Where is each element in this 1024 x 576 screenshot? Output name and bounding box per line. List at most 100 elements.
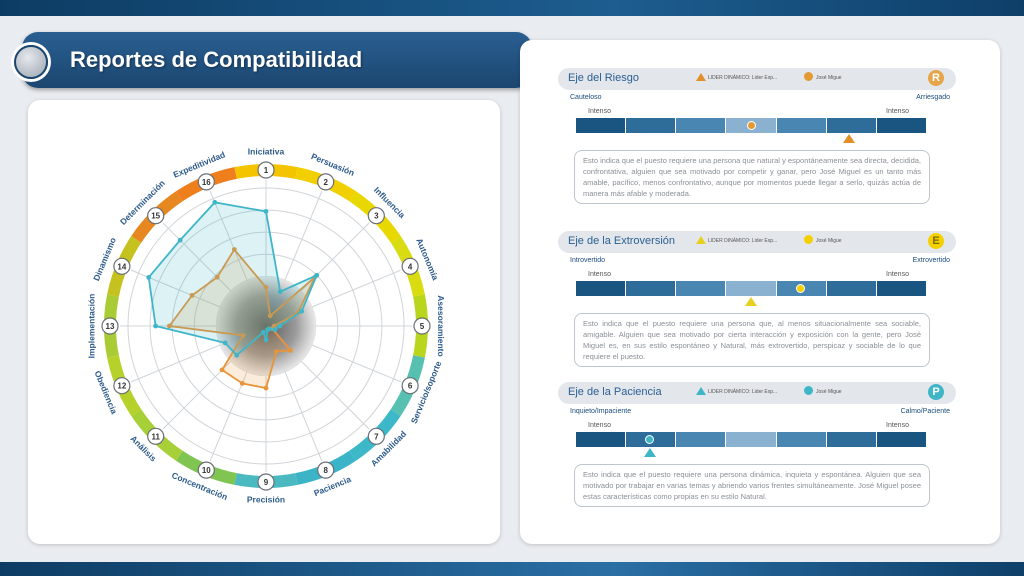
axis-label: Precisión <box>247 494 285 504</box>
series-point-teal <box>177 237 183 243</box>
axis-header <box>558 382 956 404</box>
series-point-teal <box>260 329 266 335</box>
axis-number: 16 <box>202 178 211 187</box>
scale-segment <box>576 281 627 296</box>
person-legend-label: José Migue <box>816 238 842 244</box>
scale-bar <box>576 281 926 296</box>
axis-number: 8 <box>323 466 328 475</box>
person-marker <box>746 121 756 130</box>
series-point-orange <box>263 284 269 290</box>
axis-number-badge <box>367 207 385 225</box>
title-banner <box>22 32 532 88</box>
axis-left-label: Introvertido <box>570 257 606 264</box>
series-point-teal <box>263 209 269 214</box>
axis-right-label: Calmo/Paciente <box>900 408 950 415</box>
scale-segment <box>626 118 677 133</box>
leader-marker <box>843 134 855 143</box>
series-point-orange <box>214 274 220 280</box>
intense-right-label: Intenso <box>886 271 909 278</box>
person-legend-icon <box>804 386 813 395</box>
axis-left-label: Cauteloso <box>570 94 602 101</box>
axis-description: Esto indica que el puesto requiere una p… <box>574 150 930 204</box>
axis-left-label: Inquieto/Impaciente <box>570 408 632 415</box>
axis-number: 13 <box>106 322 115 331</box>
axis-number-badge <box>113 377 131 395</box>
axis-extroversion: Eje de la Extroversión LIDER DINÁMICO: L… <box>558 231 956 371</box>
scale-segment <box>876 281 926 296</box>
axis-label: Iniciativa <box>248 146 285 156</box>
intense-left-label: Intenso <box>588 422 611 429</box>
series-point-orange <box>240 333 246 338</box>
axis-header <box>558 68 956 90</box>
axis-title: Eje del Riesgo <box>568 72 639 84</box>
scale-bar <box>576 118 926 133</box>
series-point-orange <box>287 347 293 353</box>
axis-right-label: Extrovertido <box>912 257 950 264</box>
scale-segment <box>876 432 926 447</box>
person-legend-label: José Migue <box>816 389 842 395</box>
axis-number: 14 <box>117 262 126 271</box>
axis-number-badge <box>257 161 275 179</box>
axis-number: 3 <box>374 212 379 221</box>
series-point-teal <box>212 199 218 205</box>
leader-marker <box>745 297 757 306</box>
leader-legend-label: LIDER DINÁMICO: Lider Exp... <box>708 75 778 81</box>
axis-number-badge <box>317 173 335 191</box>
axis-number: 5 <box>420 322 425 331</box>
axis-number: 10 <box>202 466 211 475</box>
person-marker <box>645 435 654 444</box>
axis-number: 12 <box>117 382 126 391</box>
scale-segment <box>676 432 727 447</box>
page-title: Reportes de Compatibilidad <box>70 47 363 72</box>
scale-segment <box>726 432 777 447</box>
axis-number: 15 <box>151 212 160 221</box>
series-point-orange <box>231 247 237 252</box>
axis-label: Implementación <box>86 294 96 359</box>
axis-risk: Eje del Riesgo LIDER DINÁMICO: Lider Exp… <box>558 68 956 212</box>
axis-title: Eje de la Extroversión <box>568 235 675 247</box>
axis-title: Eje de la Paciencia <box>568 386 662 398</box>
axis-number-badge <box>413 317 431 335</box>
axis-description: Esto indica que el puesto requiere una p… <box>574 313 930 367</box>
patience-badge: P <box>928 384 944 400</box>
person-legend-icon <box>804 235 813 244</box>
scale-segment <box>826 432 877 447</box>
series-point-teal <box>263 337 269 343</box>
axis-number-badge <box>197 461 215 479</box>
axis-number: 6 <box>408 382 413 391</box>
axis-patience: Eje de la Paciencia LIDER DINÁMICO: Lide… <box>558 382 956 522</box>
axis-number: 4 <box>408 262 413 271</box>
series-point-teal <box>265 327 270 333</box>
axis-number: 1 <box>264 166 269 175</box>
series-point-orange <box>219 367 225 373</box>
axis-number-badge <box>317 461 335 479</box>
axis-number-badge <box>147 207 165 225</box>
series-point-teal <box>277 289 283 294</box>
person-legend-label: José Migue <box>816 75 842 81</box>
axis-number: 2 <box>323 178 328 187</box>
intense-right-label: Intenso <box>886 108 909 115</box>
scale-segment <box>826 118 877 133</box>
scale-segment <box>626 281 677 296</box>
series-point-orange <box>167 323 172 329</box>
scale-segment <box>676 118 727 133</box>
bottom-bar <box>0 562 1024 576</box>
axis-number-badge <box>101 317 119 335</box>
series-point-orange <box>274 349 279 354</box>
intense-left-label: Intenso <box>588 271 611 278</box>
person-legend-icon <box>804 72 813 81</box>
series-point-teal <box>314 272 320 278</box>
series-point-teal <box>272 327 278 333</box>
axis-number-badge <box>147 427 165 445</box>
intense-right-label: Intenso <box>886 422 909 429</box>
axis-label: Asesoramiento <box>436 295 446 356</box>
axis-number-badge <box>367 427 385 445</box>
series-point-orange <box>263 385 269 391</box>
series-point-teal <box>299 308 305 314</box>
scale-segment <box>826 281 877 296</box>
axis-header <box>558 231 956 253</box>
scale-segment <box>776 118 827 133</box>
scale-segment <box>576 118 627 133</box>
leader-legend-icon <box>696 73 706 81</box>
axis-number-badge <box>401 257 419 275</box>
